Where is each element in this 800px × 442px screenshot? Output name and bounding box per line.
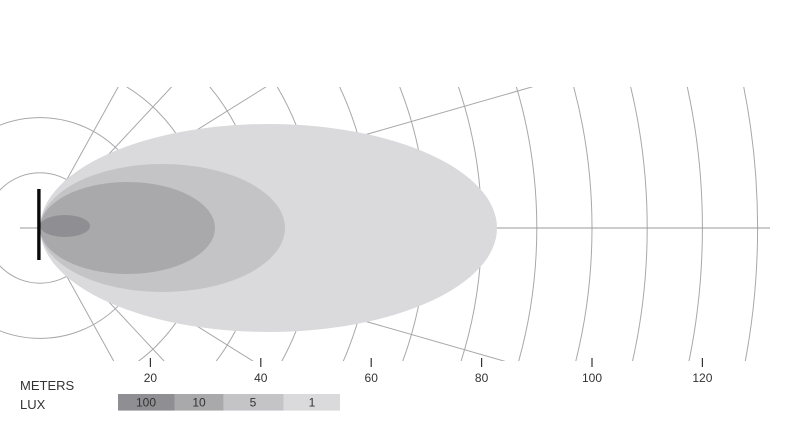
svg-text:100: 100 (136, 396, 156, 410)
svg-text:40: 40 (254, 371, 268, 385)
svg-text:60: 60 (365, 371, 379, 385)
svg-text:10: 10 (192, 396, 206, 410)
svg-text:METERS: METERS (20, 378, 75, 393)
svg-text:1: 1 (309, 396, 316, 410)
svg-text:5: 5 (250, 396, 257, 410)
svg-text:LUX: LUX (20, 397, 46, 412)
svg-text:120: 120 (692, 371, 712, 385)
svg-text:100: 100 (582, 371, 602, 385)
svg-text:20: 20 (144, 371, 158, 385)
svg-text:80: 80 (475, 371, 489, 385)
